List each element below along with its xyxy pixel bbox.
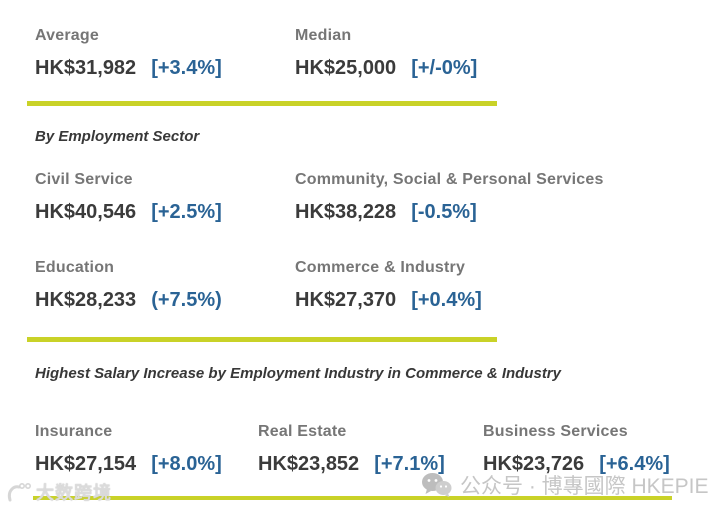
- stat-label: Real Estate: [258, 423, 347, 440]
- watermark-left-text: 大数跨境: [36, 483, 112, 503]
- bigdata-crossborder-logo-icon: [6, 481, 32, 503]
- stat-value: HK$28,233: [35, 289, 137, 311]
- stat-value: HK$23,726: [483, 453, 585, 475]
- stat-education: Education HK$28,233 (+7.5%): [35, 258, 222, 314]
- stat-change: [-0.5%]: [411, 201, 477, 223]
- stat-change: [+7.1%]: [374, 453, 445, 475]
- stat-change: [+/-0%]: [411, 57, 478, 79]
- stat-label: Average: [35, 27, 99, 44]
- watermark-bigdata-crossborder: 大数跨境: [6, 479, 112, 505]
- stat-value: HK$27,370: [295, 289, 397, 311]
- stat-civil-service: Civil Service HK$40,546 [+2.5%]: [35, 170, 222, 226]
- stat-value: HK$31,982: [35, 57, 137, 79]
- stat-value: HK$23,852: [258, 453, 360, 475]
- stat-business-services: Business Services HK$23,726 [+6.4%]: [483, 422, 670, 478]
- stat-label: Education: [35, 259, 115, 276]
- stat-label: Commerce & Industry: [295, 259, 466, 276]
- stat-change: [+0.4%]: [411, 289, 482, 311]
- stat-change: (+7.5%): [151, 289, 222, 311]
- stat-average: Average HK$31,982 [+3.4%]: [35, 26, 222, 82]
- stat-change: [+8.0%]: [151, 453, 222, 475]
- stat-label: Community, Social & Personal Services: [295, 171, 604, 188]
- divider-line-middle: [27, 337, 497, 342]
- stat-real-estate: Real Estate HK$23,852 [+7.1%]: [258, 422, 445, 478]
- divider-line-bottom: [33, 496, 672, 500]
- stat-community-social-personal-services: Community, Social & Personal Services HK…: [295, 170, 604, 226]
- stat-value: HK$38,228: [295, 201, 397, 223]
- stat-value: HK$25,000: [295, 57, 397, 79]
- divider-line-top: [27, 101, 497, 106]
- section-heading-highest-increase: Highest Salary Increase by Employment In…: [35, 365, 561, 382]
- stat-value: HK$27,154: [35, 453, 137, 475]
- stat-label: Insurance: [35, 423, 113, 440]
- section-heading-employment-sector: By Employment Sector: [35, 128, 200, 145]
- wechat-icon: [421, 472, 452, 498]
- stat-value: HK$40,546: [35, 201, 137, 223]
- stat-change: [+3.4%]: [151, 57, 222, 79]
- watermark-wechat-account: 公众号 · 博專國際 HKEPIE: [421, 470, 709, 500]
- stat-median: Median HK$25,000 [+/-0%]: [295, 26, 477, 82]
- stat-label: Business Services: [483, 423, 628, 440]
- stat-commerce-industry: Commerce & Industry HK$27,370 [+0.4%]: [295, 258, 482, 314]
- stat-change: [+6.4%]: [599, 453, 670, 475]
- stat-insurance: Insurance HK$27,154 [+8.0%]: [35, 422, 222, 478]
- watermark-right-text: 公众号 · 博專國際 HKEPIE: [460, 475, 709, 498]
- stat-label: Median: [295, 27, 352, 44]
- stat-change: [+2.5%]: [151, 201, 222, 223]
- stat-label: Civil Service: [35, 171, 133, 188]
